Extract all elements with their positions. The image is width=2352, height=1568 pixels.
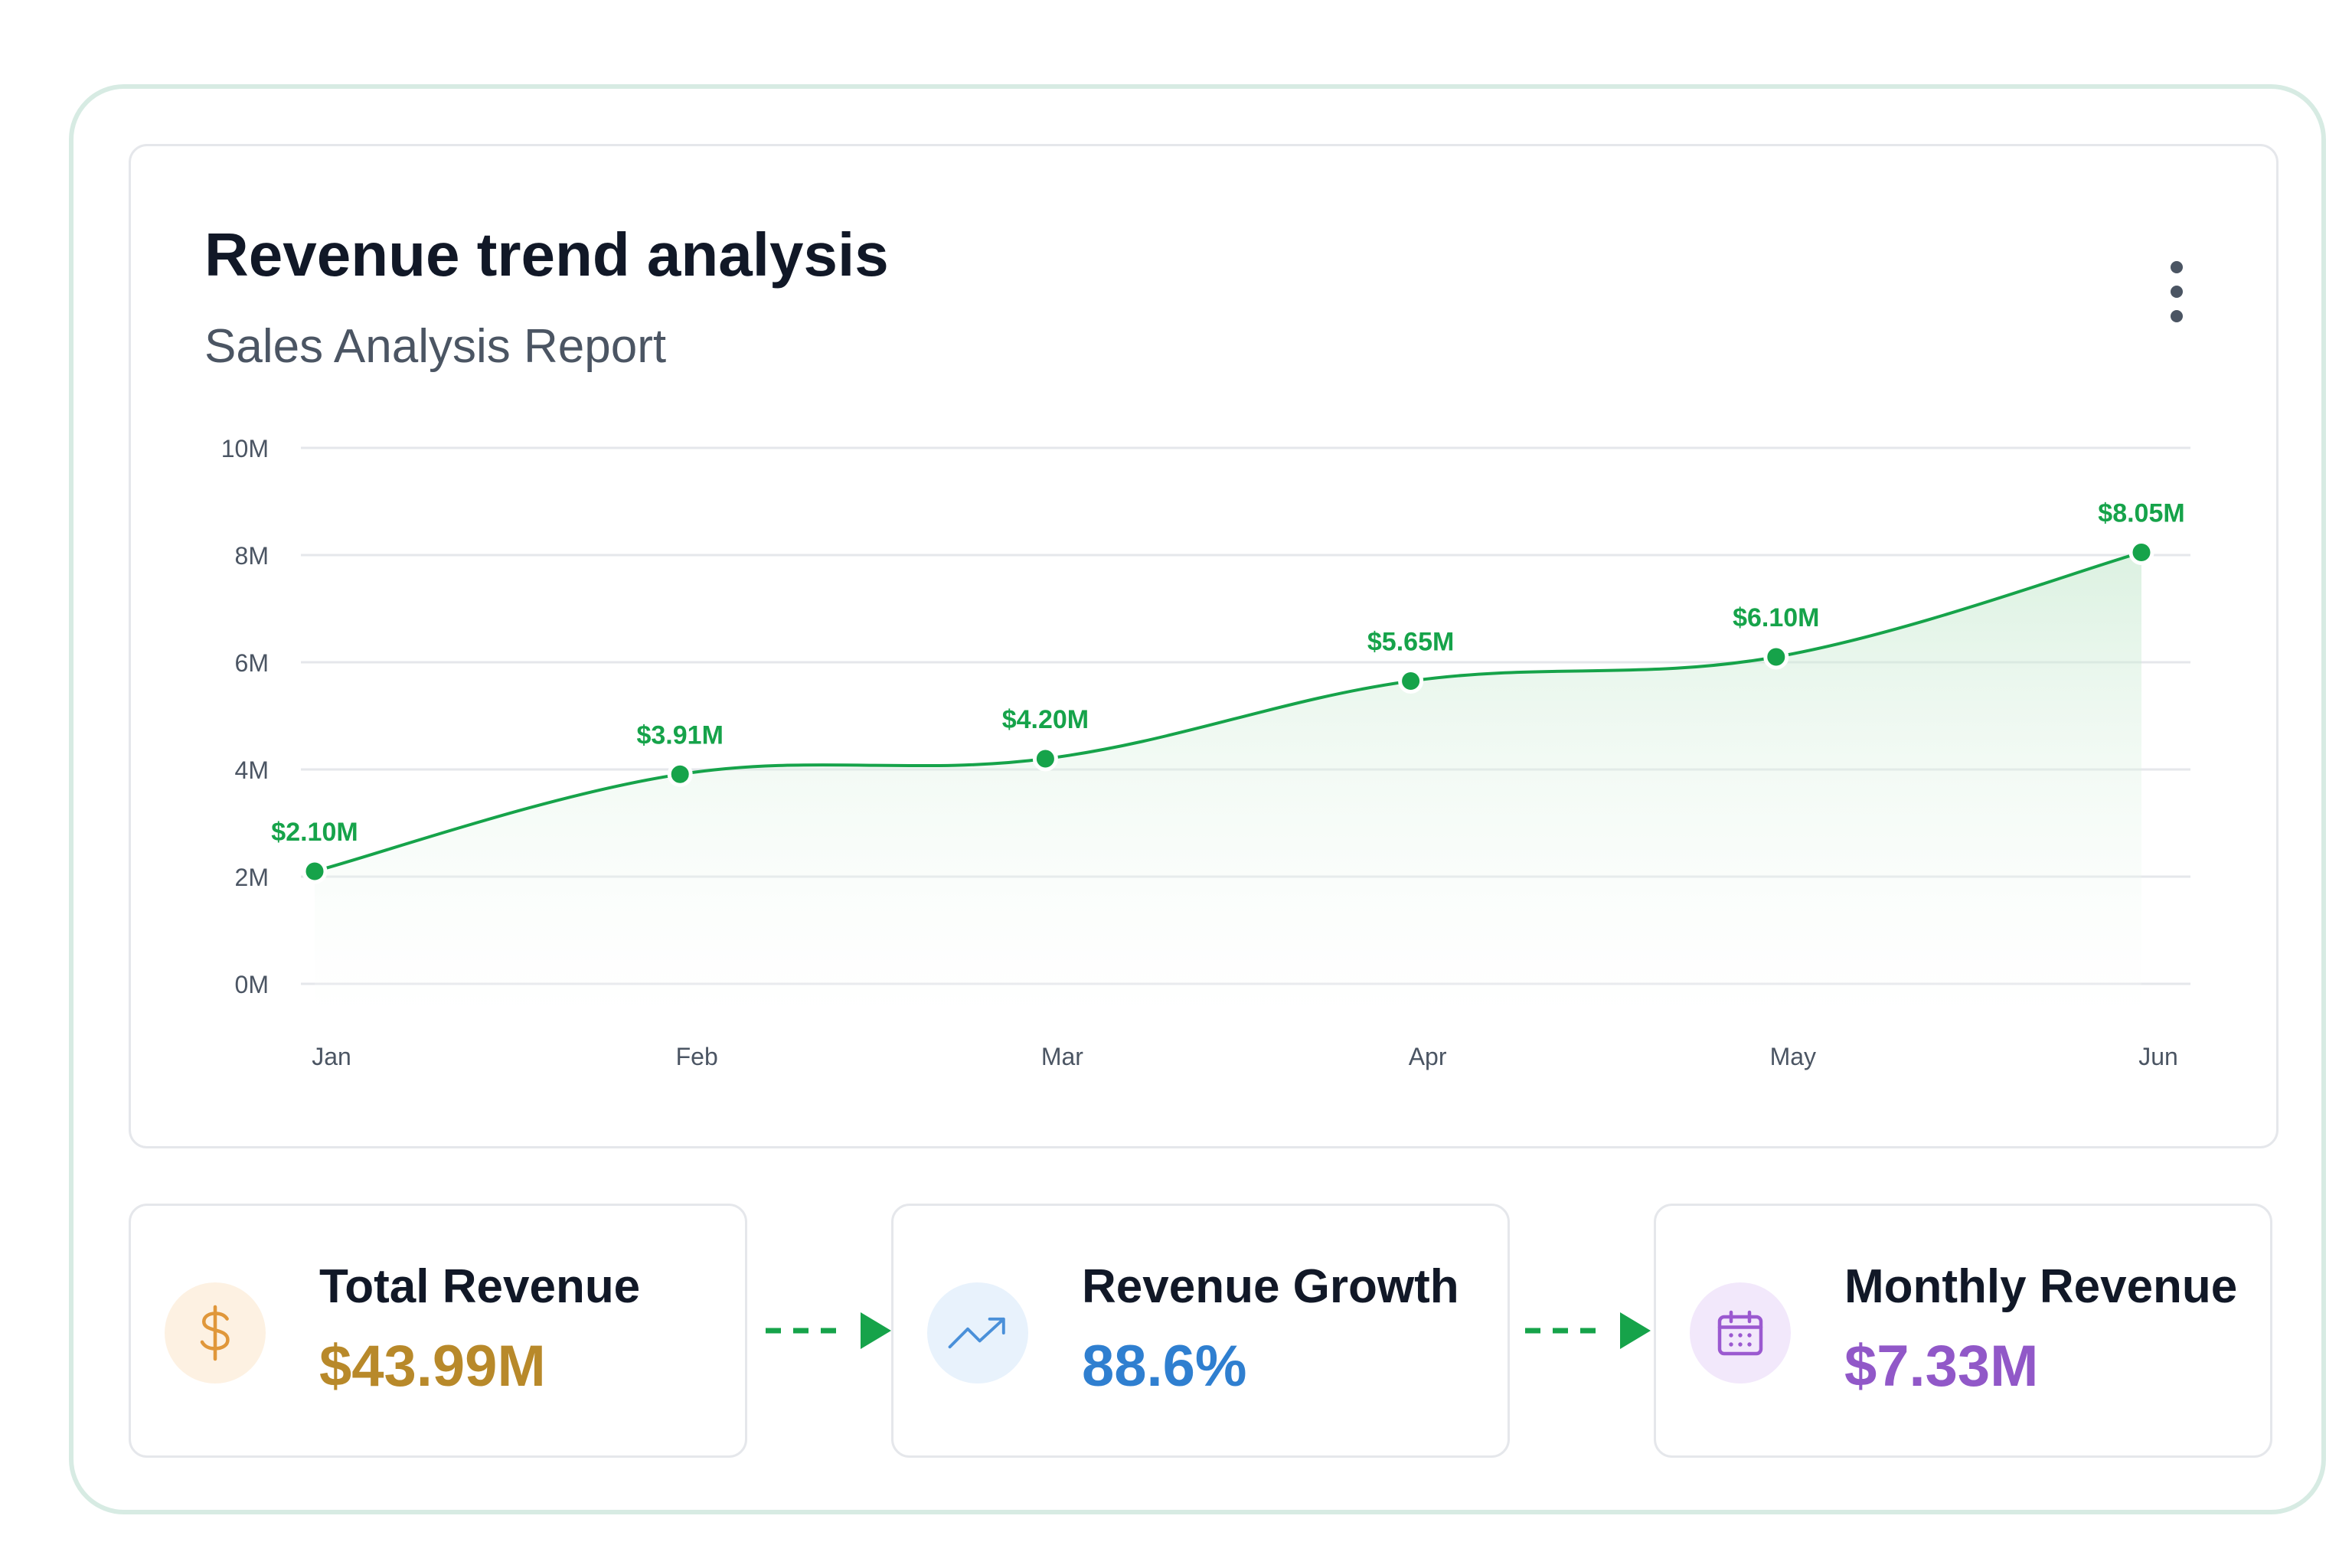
stat-value: $7.33M [1844,1334,2039,1399]
data-label: $2.10M [271,818,358,847]
arrow-right-icon [763,1300,897,1361]
more-dot-icon [2171,310,2183,322]
trending-up-icon [927,1282,1028,1383]
chart-title: Revenue trend analysis [204,220,889,289]
data-point [1398,668,1424,694]
data-point [1032,746,1058,772]
data-label: $4.20M [1002,705,1089,734]
calendar-icon [1690,1282,1791,1383]
more-dot-icon [2171,261,2183,273]
revenue-line-chart: $2.10M $3.91M $4.20M $5.65M $6.10M $8.05M 0M 2… [221,435,2190,1070]
data-point [302,858,328,884]
y-tick-label: 4M [235,756,269,784]
total-revenue-card: Total Revenue $43.99M [129,1204,747,1458]
data-label: $6.10M [1733,603,1819,632]
stat-label: Revenue Growth [1082,1260,1459,1313]
x-tick-label: May [1770,1043,1816,1070]
data-point [2128,540,2154,565]
data-point [1763,644,1789,670]
x-tick-label: Jun [2138,1043,2178,1070]
arrow-right-icon [1522,1300,1657,1361]
monthly-revenue-card: Monthly Revenue $7.33M [1654,1204,2272,1458]
x-tick-label: Jan [312,1043,351,1070]
data-label: $3.91M [636,720,723,750]
stat-value: 88.6% [1082,1334,1247,1399]
dashboard-frame: Revenue trend analysis Sales Analysis Re… [69,84,2326,1514]
x-tick-label: Apr [1409,1043,1447,1070]
more-dot-icon [2171,286,2183,298]
y-tick-label: 8M [235,542,269,570]
y-tick-label: 6M [235,649,269,677]
data-label: $8.05M [2098,499,2184,528]
x-tick-label: Feb [676,1043,718,1070]
stat-label: Monthly Revenue [1844,1260,2238,1313]
x-tick-label: Mar [1041,1043,1083,1070]
y-tick-label: 2M [235,864,269,891]
revenue-growth-card: Revenue Growth 88.6% [891,1204,1510,1458]
dollar-icon [165,1282,266,1383]
series-line [314,550,2142,873]
chart-subtitle: Sales Analysis Report [204,320,667,373]
area-fill [315,552,2141,1018]
data-point [667,761,693,787]
stat-value: $43.99M [319,1334,546,1399]
stat-label: Total Revenue [319,1260,641,1313]
data-label: $5.65M [1367,628,1454,657]
y-tick-label: 0M [235,971,269,998]
more-options-button[interactable] [2152,258,2201,325]
revenue-chart-card: Revenue trend analysis Sales Analysis Re… [129,144,2278,1148]
y-tick-label: 10M [221,435,269,462]
